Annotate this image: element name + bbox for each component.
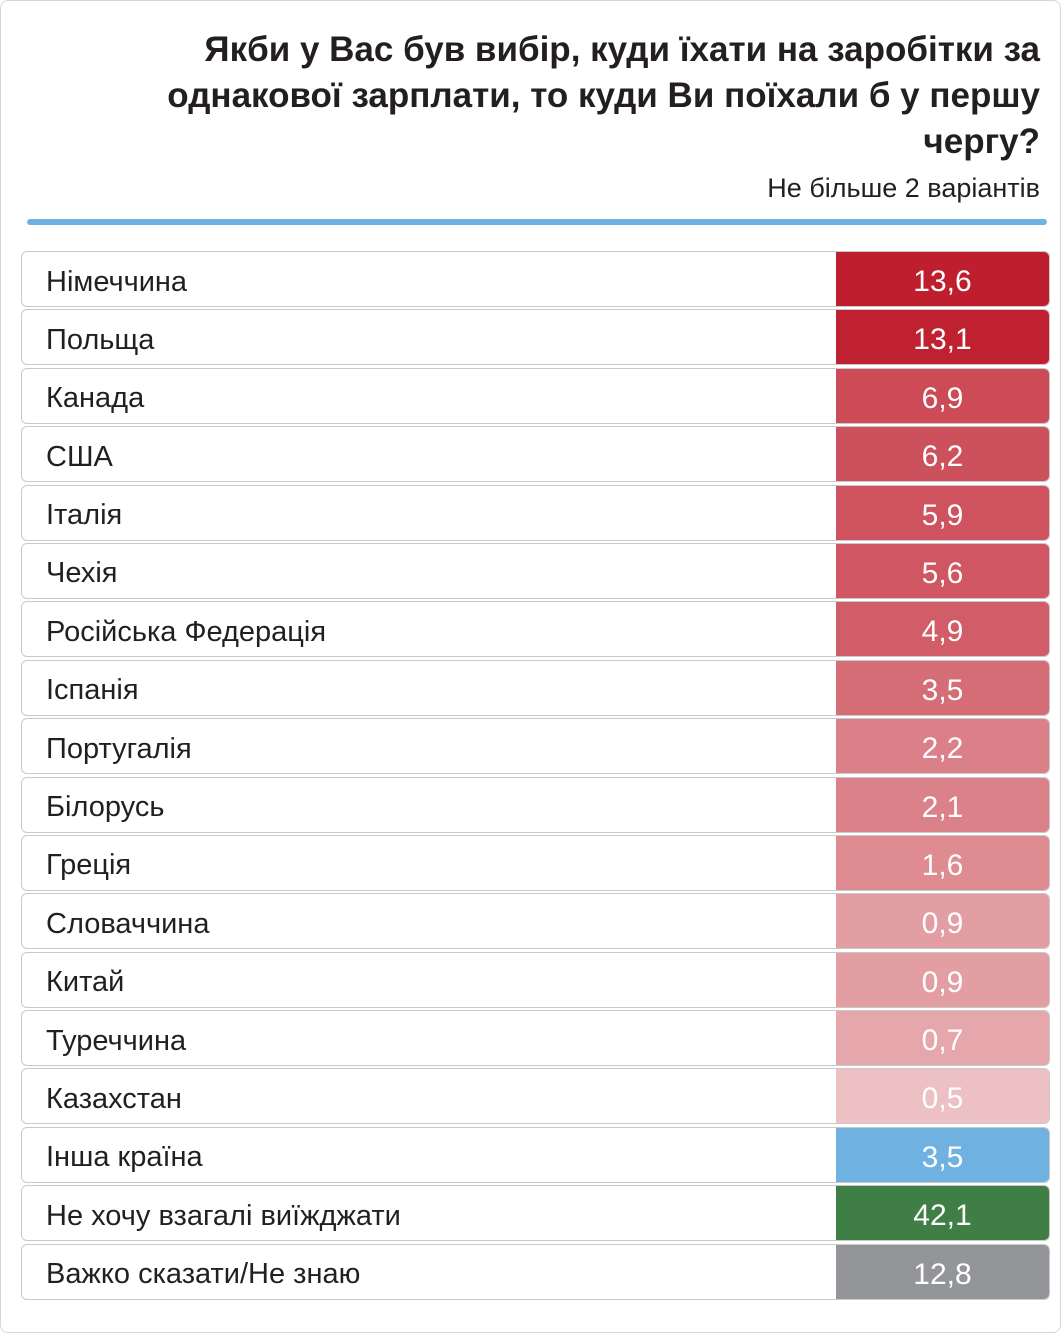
value-cell: 5,6 bbox=[836, 543, 1049, 598]
value-cell: 13,1 bbox=[836, 310, 1049, 365]
table-row: Російська Федерація 4,9 bbox=[21, 601, 1050, 658]
row-label: Словаччина bbox=[46, 907, 210, 940]
value-cell: 3,5 bbox=[836, 1127, 1049, 1182]
value-cell: 2,2 bbox=[836, 719, 1049, 774]
table-row: США 6,2 bbox=[21, 426, 1050, 483]
value-cell: 5,9 bbox=[836, 485, 1049, 540]
table-row: Казахстан 0,5 bbox=[21, 1068, 1050, 1125]
value-cell: 13,6 bbox=[836, 252, 1049, 306]
row-label: Російська Федерація bbox=[46, 615, 327, 648]
table-row: Канада 6,9 bbox=[21, 367, 1050, 424]
table-row: Китай 0,9 bbox=[21, 951, 1050, 1008]
row-label: Польща bbox=[46, 323, 155, 356]
row-label: Туреччина bbox=[46, 1024, 187, 1057]
table-row: Білорусь 2,1 bbox=[21, 776, 1050, 833]
row-label: США bbox=[46, 440, 113, 473]
table-row: Португалія 2,2 bbox=[21, 718, 1050, 775]
table-row: Словаччина 0,9 bbox=[21, 893, 1050, 950]
table-row: Італія 5,9 bbox=[21, 484, 1050, 541]
chart-subtitle: Не більше 2 варіантів bbox=[767, 173, 1040, 203]
value-cell: 3,5 bbox=[836, 660, 1049, 715]
row-label: Іспанія bbox=[46, 674, 139, 707]
table-row: Чехія 5,6 bbox=[21, 542, 1050, 599]
row-label: Важко сказати/Не знаю bbox=[46, 1258, 361, 1291]
value-cell: 6,9 bbox=[836, 368, 1049, 423]
value-cell: 4,9 bbox=[836, 602, 1049, 657]
row-label: Казахстан bbox=[46, 1082, 182, 1115]
table-row: Не хочу взагалі виїжджати 42,1 bbox=[21, 1185, 1050, 1242]
accent-rule bbox=[27, 219, 1047, 225]
value-cell: 42,1 bbox=[836, 1186, 1049, 1241]
value-cell: 6,2 bbox=[836, 427, 1049, 482]
value-cell: 2,1 bbox=[836, 777, 1049, 832]
value-cell: 1,6 bbox=[836, 835, 1049, 890]
row-label: Чехія bbox=[46, 557, 118, 590]
table-row: Важко сказати/Не знаю 12,8 bbox=[21, 1243, 1050, 1300]
row-label: Німеччина bbox=[46, 265, 188, 298]
value-cell: 0,9 bbox=[836, 894, 1049, 949]
value-cell: 0,7 bbox=[836, 1011, 1049, 1066]
chart-title: Якби у Вас був вибір, куди їхати на заро… bbox=[167, 30, 1040, 161]
row-label: Португалія bbox=[46, 732, 192, 765]
row-label: Греція bbox=[46, 849, 132, 882]
table-row: Греція 1,6 bbox=[21, 834, 1050, 891]
row-label: Інша країна bbox=[46, 1141, 203, 1174]
table-row: Інша країна 3,5 bbox=[21, 1126, 1050, 1183]
table-row: Іспанія 3,5 bbox=[21, 659, 1050, 716]
row-label: Китай bbox=[46, 966, 125, 999]
row-label: Канада bbox=[46, 382, 145, 415]
table-row: Туреччина 0,7 bbox=[21, 1010, 1050, 1067]
value-cell: 0,9 bbox=[836, 952, 1049, 1007]
row-label: Не хочу взагалі виїжджати bbox=[46, 1199, 401, 1232]
table-rows: Німеччина 13,6 Польща 13,1 Канада 6,9 США 6,2 Іт… bbox=[21, 251, 1050, 1302]
value-cell: 0,5 bbox=[836, 1069, 1049, 1124]
value-cell: 12,8 bbox=[836, 1244, 1049, 1299]
table-row: Німеччина 13,6 bbox=[21, 251, 1050, 307]
row-label: Італія bbox=[46, 499, 123, 532]
row-label: Білорусь bbox=[46, 791, 165, 824]
table-row: Польща 13,1 bbox=[21, 309, 1050, 366]
